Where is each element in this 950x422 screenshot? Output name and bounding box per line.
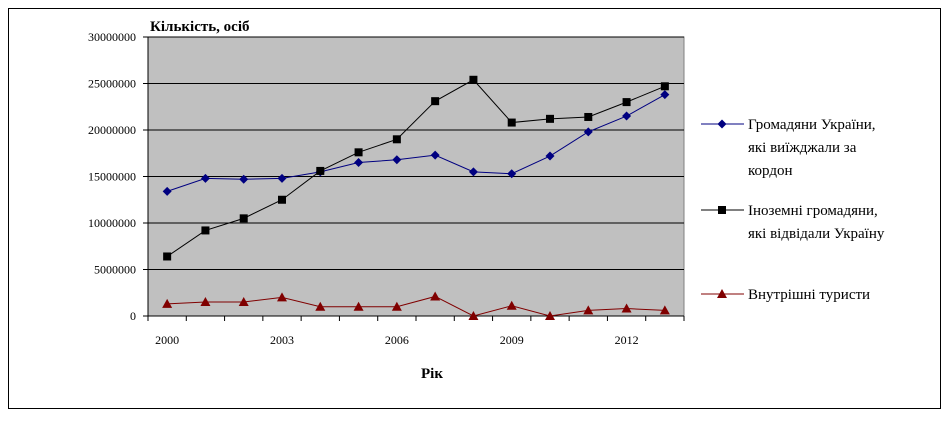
data-point: [200, 173, 210, 183]
data-point: [545, 151, 555, 161]
x-tick-label: 2000: [155, 333, 179, 347]
x-tick-label: 2012: [615, 333, 639, 347]
data-point: [354, 148, 363, 157]
data-point: [622, 111, 632, 121]
data-point: [583, 127, 593, 137]
legend-entry: Громадяни України, які виїжджали за кордон: [701, 117, 876, 179]
legend-entry: Внутрішні туристи: [701, 287, 870, 303]
series-diamond: [162, 90, 670, 196]
legend-marker: [717, 119, 727, 129]
data-point: [660, 82, 669, 91]
data-point: [354, 158, 364, 168]
legend-label: які відвідали Україну: [748, 226, 885, 242]
x-tick-label: 2003: [270, 333, 294, 347]
y-tick-label: 10000000: [88, 216, 136, 230]
data-point: [430, 150, 440, 160]
data-point: [239, 214, 248, 223]
data-point: [277, 173, 287, 183]
data-point: [431, 97, 440, 106]
data-point: [392, 155, 402, 165]
data-point: [238, 297, 249, 307]
legend-marker: [717, 289, 727, 298]
axes: [147, 37, 685, 321]
data-point: [660, 90, 670, 100]
data-point: [201, 226, 210, 235]
data-point: [546, 114, 554, 123]
data-point: [545, 311, 555, 320]
data-point: [507, 118, 516, 127]
legend-marker: [718, 206, 726, 214]
data-point: [506, 300, 517, 310]
data-point: [239, 174, 249, 184]
data-point: [584, 112, 593, 121]
data-point: [162, 298, 173, 308]
data-point: [391, 301, 402, 311]
y-tick-label: 25000000: [88, 77, 136, 91]
legend: Громадяни України, які виїжджали за кордон…: [701, 117, 885, 303]
legend-entry: Іноземні громадяни, які відвідали Україну: [701, 203, 885, 242]
legend-label: кордон: [748, 163, 793, 179]
data-point: [353, 301, 364, 311]
x-tick-label: 2006: [385, 333, 409, 347]
data-point: [278, 195, 286, 204]
y-tick-labels: 30000000 25000000 20000000 15000000 10000000…: [88, 30, 136, 323]
data-point: [469, 75, 478, 84]
data-point: [659, 305, 670, 315]
y-tick-label: 5000000: [94, 263, 136, 277]
x-tick-label: 2009: [500, 333, 524, 347]
y-tick-label: 15000000: [88, 170, 136, 184]
y-tick-label: 30000000: [88, 30, 136, 44]
data-point: [468, 167, 478, 177]
series-line: [166, 79, 666, 257]
legend-label: які виїжджали за: [748, 140, 857, 156]
series-square: [163, 75, 669, 261]
data-point: [163, 252, 172, 261]
data-point: [162, 186, 172, 196]
series-triangle: [162, 291, 670, 320]
data-point: [622, 98, 631, 107]
data-point: [468, 311, 479, 320]
y-tick-label: 0: [130, 309, 136, 323]
series-line: [166, 94, 666, 192]
legend-label: Внутрішні туристи: [748, 287, 870, 303]
legend-label: Іноземні громадяни,: [748, 203, 878, 219]
data-point: [200, 297, 211, 307]
series-lines: [162, 75, 670, 320]
data-point: [583, 305, 594, 315]
data-point: [507, 169, 517, 179]
x-axis-title: Рік: [421, 366, 443, 382]
series-line: [167, 295, 665, 317]
data-point: [315, 301, 326, 311]
legend-label: Громадяни України,: [748, 117, 876, 133]
data-point: [621, 303, 632, 313]
data-point: [430, 291, 441, 301]
data-point: [392, 135, 401, 144]
y-tick-label: 20000000: [88, 123, 136, 137]
data-point: [277, 292, 287, 302]
x-tick-labels: 2000 2003 2006 2009 2012: [155, 333, 638, 347]
y-axis-title: Кількість, осіб: [150, 19, 250, 35]
data-point: [316, 166, 325, 175]
